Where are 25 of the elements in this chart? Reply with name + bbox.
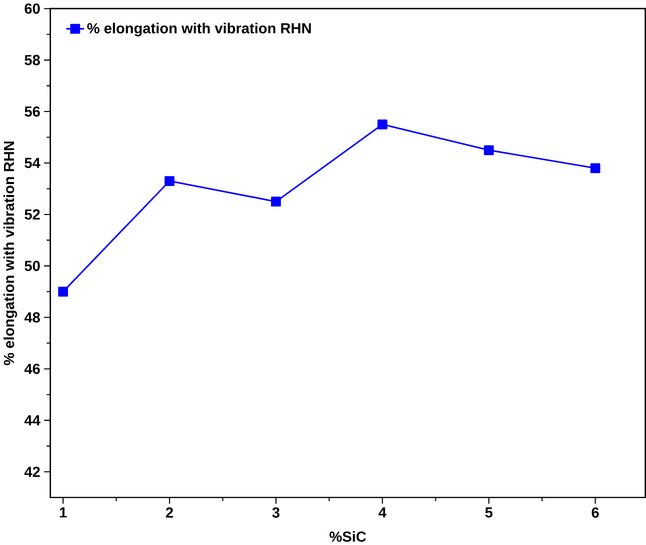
y-tick-label: 46 (24, 364, 40, 374)
y-tick-label: 50 (24, 260, 40, 271)
y-tick-label: 54 (24, 158, 40, 168)
legend-label: % elongation with vibration RHN (87, 22, 311, 36)
y-tick-label: 52 (24, 209, 40, 220)
y-tick-label: 42 (24, 466, 40, 477)
x-tick-label: 2 (166, 507, 173, 518)
y-axis-title: % elongation with vibration RHN (3, 141, 18, 366)
x-tick-label: 1 (60, 507, 67, 518)
point (377, 119, 388, 130)
y-tick-label: 58 (24, 54, 40, 66)
y-tick-label: 56 (24, 106, 40, 117)
x-axis-title: %SiC (330, 530, 366, 542)
y-tick-label: 60 (24, 3, 40, 14)
x-tick-label: 3 (272, 507, 280, 518)
point (271, 196, 281, 206)
x-tick-label: 5 (485, 507, 492, 518)
point (590, 163, 600, 173)
point (164, 176, 174, 186)
x-tick-label: 6 (592, 507, 599, 518)
point (58, 286, 68, 296)
y-tick-label: 48 (24, 312, 40, 322)
x-tick-label: 4 (378, 507, 386, 518)
y-tick-label: 44 (24, 415, 40, 426)
point (484, 145, 494, 155)
